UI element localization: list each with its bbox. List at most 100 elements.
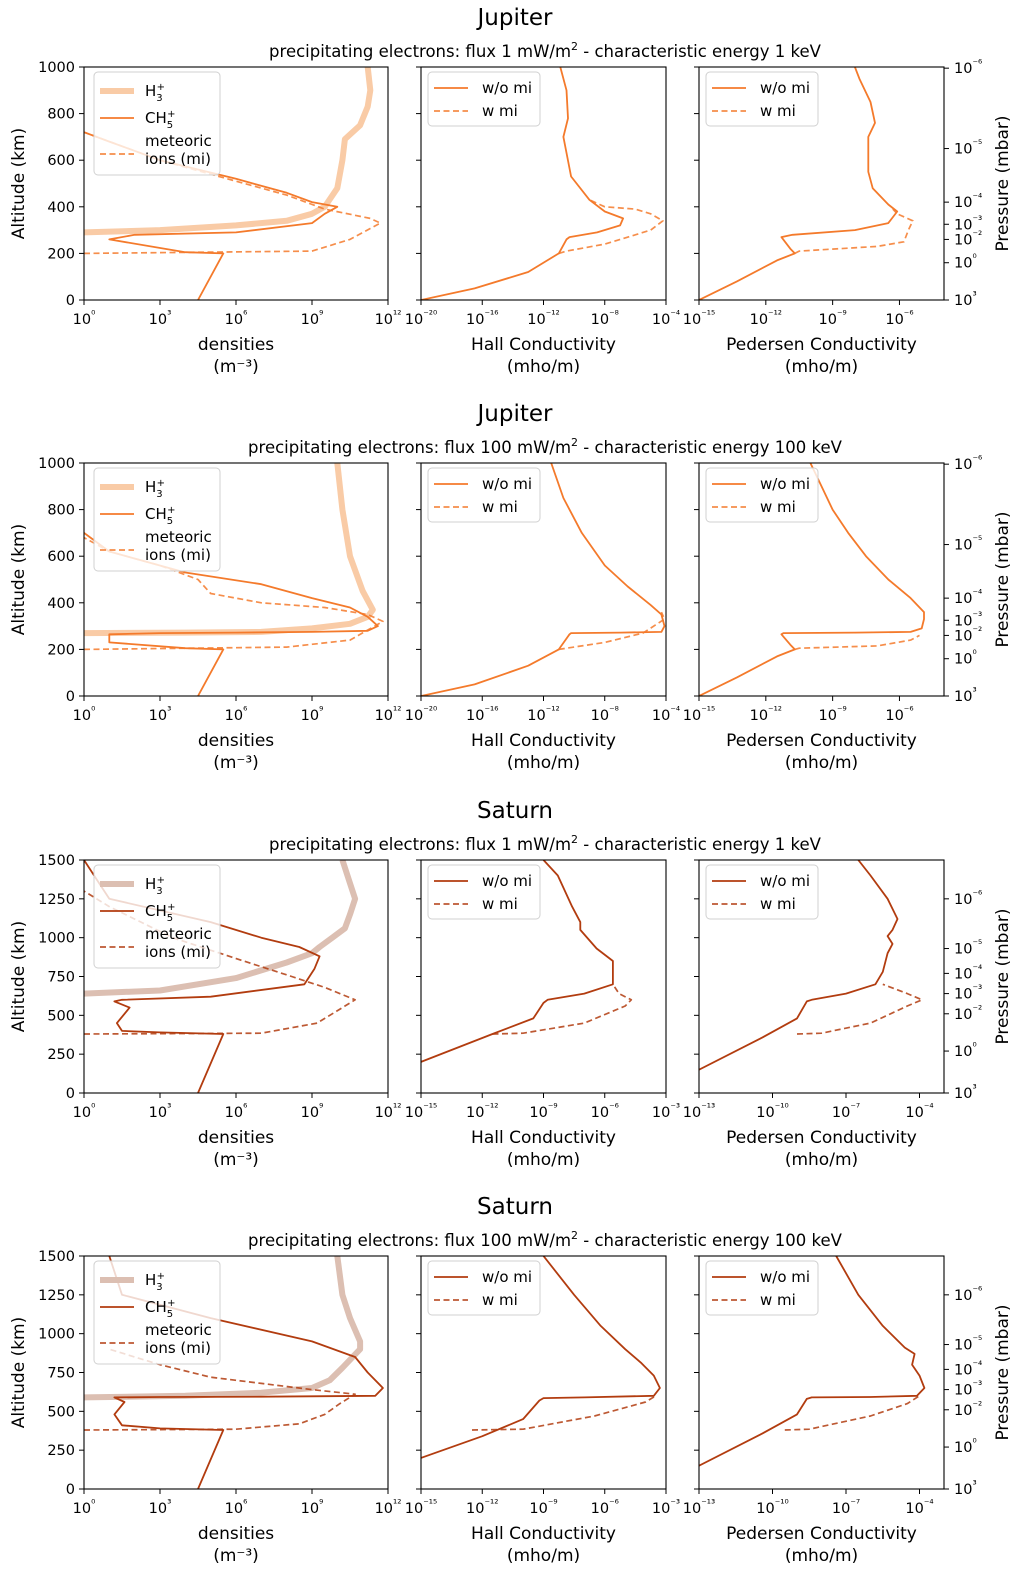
y-tick-label: 1000 xyxy=(38,60,75,76)
y-tick-label: 1000 xyxy=(38,1327,75,1343)
series-line-w-o-mi xyxy=(421,463,666,696)
legend: w/o mi w mi xyxy=(427,467,541,523)
series-line-h3- xyxy=(84,1256,364,1401)
legend-label-without-mi: w/o mi xyxy=(760,475,810,493)
y-tick-label: 200 xyxy=(47,246,75,262)
x-tick-label: 10⁻⁶ xyxy=(885,309,913,328)
x-tick-label: 10¹² xyxy=(375,1102,402,1121)
x-axis-label: densities xyxy=(198,1524,274,1544)
x-tick-label: 10⁻¹⁵ xyxy=(683,309,715,328)
legend-label-with-mi: w mi xyxy=(760,895,796,913)
series-group xyxy=(699,463,925,696)
pressure-tick-label: 10⁰ xyxy=(954,1437,977,1456)
pressure-tick-label: 10⁻⁴ xyxy=(954,588,982,607)
x-tick-label: 10⁻⁷ xyxy=(832,1102,860,1121)
pressure-tick-label: 10⁻⁵ xyxy=(954,139,982,158)
pressure-tick-label: 10³ xyxy=(954,1083,977,1102)
x-axis-unit: (mho/m) xyxy=(507,1150,580,1170)
y-tick-label: 200 xyxy=(47,642,75,658)
series-line-w-mi xyxy=(794,208,914,255)
pressure-tick-label: 10⁻⁵ xyxy=(954,535,982,554)
pressure-tick-label: 10⁻² xyxy=(954,625,982,644)
x-axis-label: Pedersen Conductivity xyxy=(726,1128,917,1148)
x-tick-label: 10⁻¹⁶ xyxy=(466,309,498,328)
y-tick-label: 600 xyxy=(47,549,75,565)
legend-box xyxy=(705,864,819,920)
x-tick-label: 10⁶ xyxy=(225,705,248,724)
pressure-tick-label: 10⁻³ xyxy=(954,214,982,233)
x-tick-label: 10⁻¹⁰ xyxy=(756,1498,788,1517)
plot-frame xyxy=(83,1255,389,1490)
pressure-tick-label: 10⁻⁴ xyxy=(954,963,982,982)
plot-frame xyxy=(698,66,945,301)
row-title: Jupiter xyxy=(476,401,554,427)
y-axis-label: Altitude (km) xyxy=(9,524,29,636)
series-line-w-o-mi xyxy=(699,860,899,1071)
series-line-w-mi xyxy=(471,1395,657,1431)
legend-label-without-mi: w/o mi xyxy=(482,79,532,97)
x-axis-label: densities xyxy=(198,1128,274,1148)
pressure-tick-label: 10⁻⁶ xyxy=(954,454,982,473)
pressure-tick-label: 10⁻² xyxy=(954,229,982,248)
x-tick-label: 10⁻¹⁵ xyxy=(405,1102,437,1121)
x-axis-label: Pedersen Conductivity xyxy=(726,731,917,751)
plot-frame xyxy=(698,462,945,697)
pressure-axis-label: Pressure (mbar) xyxy=(993,1304,1013,1440)
x-axis-label: Pedersen Conductivity xyxy=(726,335,917,355)
x-tick-label: 10¹² xyxy=(375,705,402,724)
legend-label-ch5: CH5+ xyxy=(145,1298,176,1320)
x-axis-unit: (mho/m) xyxy=(785,357,858,377)
legend-label-ch5: CH5+ xyxy=(145,902,176,924)
legend-label-with-mi: w mi xyxy=(482,1291,518,1309)
legend-label-mi-1: meteoric xyxy=(145,528,212,546)
x-tick-label: 10³ xyxy=(149,1498,172,1517)
plot-frame xyxy=(83,462,389,697)
row-subtitle: precipitating electrons: flux 100 mW/m2 … xyxy=(248,436,843,457)
x-tick-label: 10⁻⁸ xyxy=(591,705,619,724)
legend-label-h3: H3+ xyxy=(145,82,165,104)
panel-pedersen: 10⁻¹³ 10⁻¹⁰ 10⁻⁷ 10⁻⁴ Pedersen Conductivity(… xyxy=(683,1255,945,1566)
panel-pedersen: 10⁻¹³ 10⁻¹⁰ 10⁻⁷ 10⁻⁴ Pedersen Conductivity(… xyxy=(683,859,945,1170)
y-axis-label: Altitude (km) xyxy=(9,128,29,240)
y-tick-label: 500 xyxy=(47,1008,75,1024)
legend-box xyxy=(705,1260,819,1316)
x-tick-label: 10⁻¹⁵ xyxy=(405,1498,437,1517)
legend-label-without-mi: w/o mi xyxy=(482,475,532,493)
series-line-w-mi xyxy=(796,983,923,1035)
series-line-w-o-mi xyxy=(421,860,614,1063)
x-tick-label: 10⁶ xyxy=(225,309,248,328)
legend-label-with-mi: w mi xyxy=(760,1291,796,1309)
series-line-w-mi xyxy=(558,611,666,651)
row-title: Saturn xyxy=(477,798,553,824)
plot-frame xyxy=(83,859,389,1094)
x-tick-label: 10⁻⁴ xyxy=(652,309,680,328)
plot-frame xyxy=(698,1255,945,1490)
x-axis-label: Hall Conductivity xyxy=(471,1524,616,1544)
x-axis-label: Hall Conductivity xyxy=(471,731,616,751)
x-tick-label: 10⁻¹² xyxy=(527,309,559,328)
y-tick-label: 750 xyxy=(47,1366,75,1382)
pressure-tick-label: 10⁻⁵ xyxy=(954,939,982,958)
x-tick-label: 10⁹ xyxy=(301,1498,324,1517)
panel-hall: 10⁻¹⁵ 10⁻¹² 10⁻⁹ 10⁻⁶ 10⁻³ Hall Conductivity(… xyxy=(405,859,680,1170)
panel-pedersen: 10⁻¹⁵ 10⁻¹² 10⁻⁹ 10⁻⁶ Pedersen Conductivity(… xyxy=(683,462,945,773)
plot-frame xyxy=(83,66,389,301)
x-tick-label: 10⁻⁸ xyxy=(591,309,619,328)
legend-label-with-mi: w mi xyxy=(760,102,796,120)
legend-label-mi-1: meteoric xyxy=(145,925,212,943)
pressure-axis: 10⁻⁶ 10⁻⁵ 10⁻⁴ 10⁻³10⁻² 10⁰ 10³ xyxy=(944,454,982,705)
legend-box xyxy=(93,1260,221,1365)
plot-frame xyxy=(420,462,667,697)
series-line-h3- xyxy=(84,860,359,997)
pressure-tick-label: 10⁻² xyxy=(954,1400,982,1419)
pressure-tick-label: 10⁻⁶ xyxy=(954,58,982,77)
series-group xyxy=(84,1256,384,1489)
legend-box xyxy=(93,864,221,969)
legend: w/o mi w mi xyxy=(427,1260,541,1316)
legend-label-h3: H3+ xyxy=(145,875,165,897)
legend-label-with-mi: w mi xyxy=(482,498,518,516)
legend-label-ch5: CH5+ xyxy=(145,505,176,527)
series-group xyxy=(421,67,664,300)
legend-label-mi-2: ions (mi) xyxy=(145,943,211,961)
